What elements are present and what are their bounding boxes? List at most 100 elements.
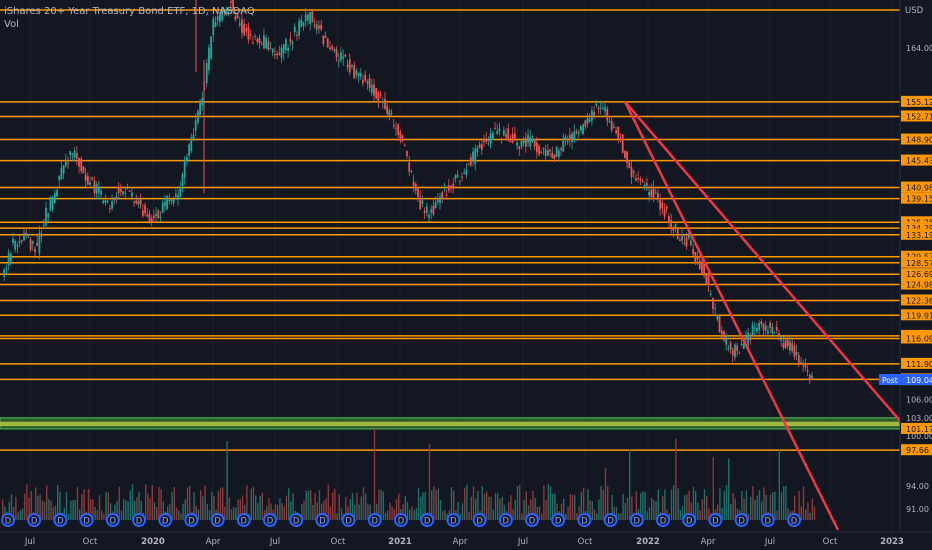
volume-bar: [283, 506, 285, 520]
dividend-marker-label: D: [607, 517, 614, 527]
volume-bar: [338, 494, 340, 520]
dividend-icon: [734, 513, 749, 527]
volume-bar: [640, 493, 642, 520]
volume-bar: [87, 489, 90, 520]
time-tick-label: Jul: [764, 537, 775, 547]
candle-body: [135, 200, 138, 204]
candle-body: [628, 162, 631, 169]
time-tick-label: Apr: [701, 537, 716, 547]
volume-bar: [415, 508, 417, 520]
candle-body: [747, 332, 750, 346]
candle-body: [718, 316, 721, 332]
level-price-badge: [901, 192, 932, 204]
volume-bar: [369, 504, 371, 520]
volume-bar: [24, 493, 26, 520]
dividend-icon: [53, 513, 68, 527]
volume-bar: [525, 491, 527, 520]
chart-title[interactable]: iShares 20+ Year Treasury Bond ETF, 1D, …: [4, 6, 255, 17]
candle-body: [784, 340, 787, 348]
candle-body: [357, 73, 360, 76]
candle-body: [252, 42, 254, 44]
candle-body: [707, 273, 710, 286]
volume-bar: [492, 509, 494, 520]
candle-body: [263, 35, 265, 49]
candle-body: [786, 340, 789, 347]
level-price-label: 133.19: [906, 231, 932, 240]
candle-body: [278, 52, 281, 55]
candle-body: [703, 263, 706, 276]
candle-body: [793, 345, 796, 358]
volume-bar: [246, 485, 248, 520]
volume-bar: [703, 489, 706, 520]
volume-bar: [98, 495, 101, 520]
volume-bar: [200, 490, 202, 520]
candle-body: [166, 196, 168, 210]
candle-body: [370, 84, 373, 93]
dividend-marker-label: D: [765, 517, 772, 527]
dividend-marker-label: D: [5, 517, 12, 527]
time-tick-label: Jul: [24, 537, 35, 547]
candle-body: [806, 370, 809, 372]
volume-bar: [279, 498, 281, 520]
candle-body: [139, 199, 142, 205]
candle-body: [720, 330, 723, 335]
volume-bar: [41, 500, 43, 520]
volume-bar: [160, 489, 162, 520]
volume-bar: [387, 510, 389, 520]
volume-bar: [334, 488, 336, 520]
candle-body: [487, 139, 490, 142]
volume-bar: [233, 506, 235, 520]
level-price-badge: [901, 357, 932, 369]
candle-body: [386, 106, 389, 115]
volume-bar: [780, 491, 783, 520]
candle-body: [20, 240, 23, 242]
volume-bar: [747, 513, 750, 520]
volume-bar: [756, 495, 758, 520]
candle-body: [326, 38, 329, 48]
volume-bar: [578, 506, 580, 520]
level-price-badge: [901, 444, 932, 456]
candle-body: [247, 27, 250, 41]
volume-bar: [620, 513, 622, 520]
volume-bar: [626, 497, 629, 520]
volume-bar: [712, 456, 714, 520]
time-tick-label: Apr: [453, 537, 468, 547]
candle-body: [509, 141, 512, 143]
candle-body: [5, 268, 8, 270]
candle-body: [212, 18, 215, 36]
dividend-icon: [79, 513, 94, 527]
volume-bar: [428, 444, 431, 520]
candle-body: [366, 81, 369, 84]
volume-bar: [184, 499, 186, 520]
candle-body: [351, 64, 353, 67]
candle-body: [513, 133, 516, 139]
candle-body: [417, 188, 419, 198]
volume-bar: [611, 494, 613, 520]
volume-bar: [602, 489, 604, 520]
candle-body: [344, 54, 347, 57]
volume-bar: [362, 487, 365, 520]
volume-bar: [690, 502, 692, 520]
candle-body: [507, 128, 510, 141]
dividend-marker-label: D: [712, 517, 719, 527]
dividend-marker-label: D: [476, 517, 483, 527]
volume-bar: [420, 496, 422, 520]
volume-bar: [4, 506, 6, 520]
candle-body: [579, 126, 582, 131]
volume-bar: [725, 484, 728, 520]
candle-body: [524, 138, 527, 147]
candle-body: [639, 178, 642, 181]
volume-bar: [721, 507, 723, 520]
level-price-label: 124.98: [906, 281, 932, 290]
volume-bar: [543, 485, 545, 520]
candle-body: [791, 343, 794, 352]
level-price-badge: [901, 216, 932, 228]
volume-label[interactable]: Vol: [4, 19, 19, 30]
candle-body: [621, 134, 624, 153]
candle-body: [181, 174, 184, 186]
candle-body: [491, 132, 494, 140]
volume-bar: [90, 499, 92, 520]
